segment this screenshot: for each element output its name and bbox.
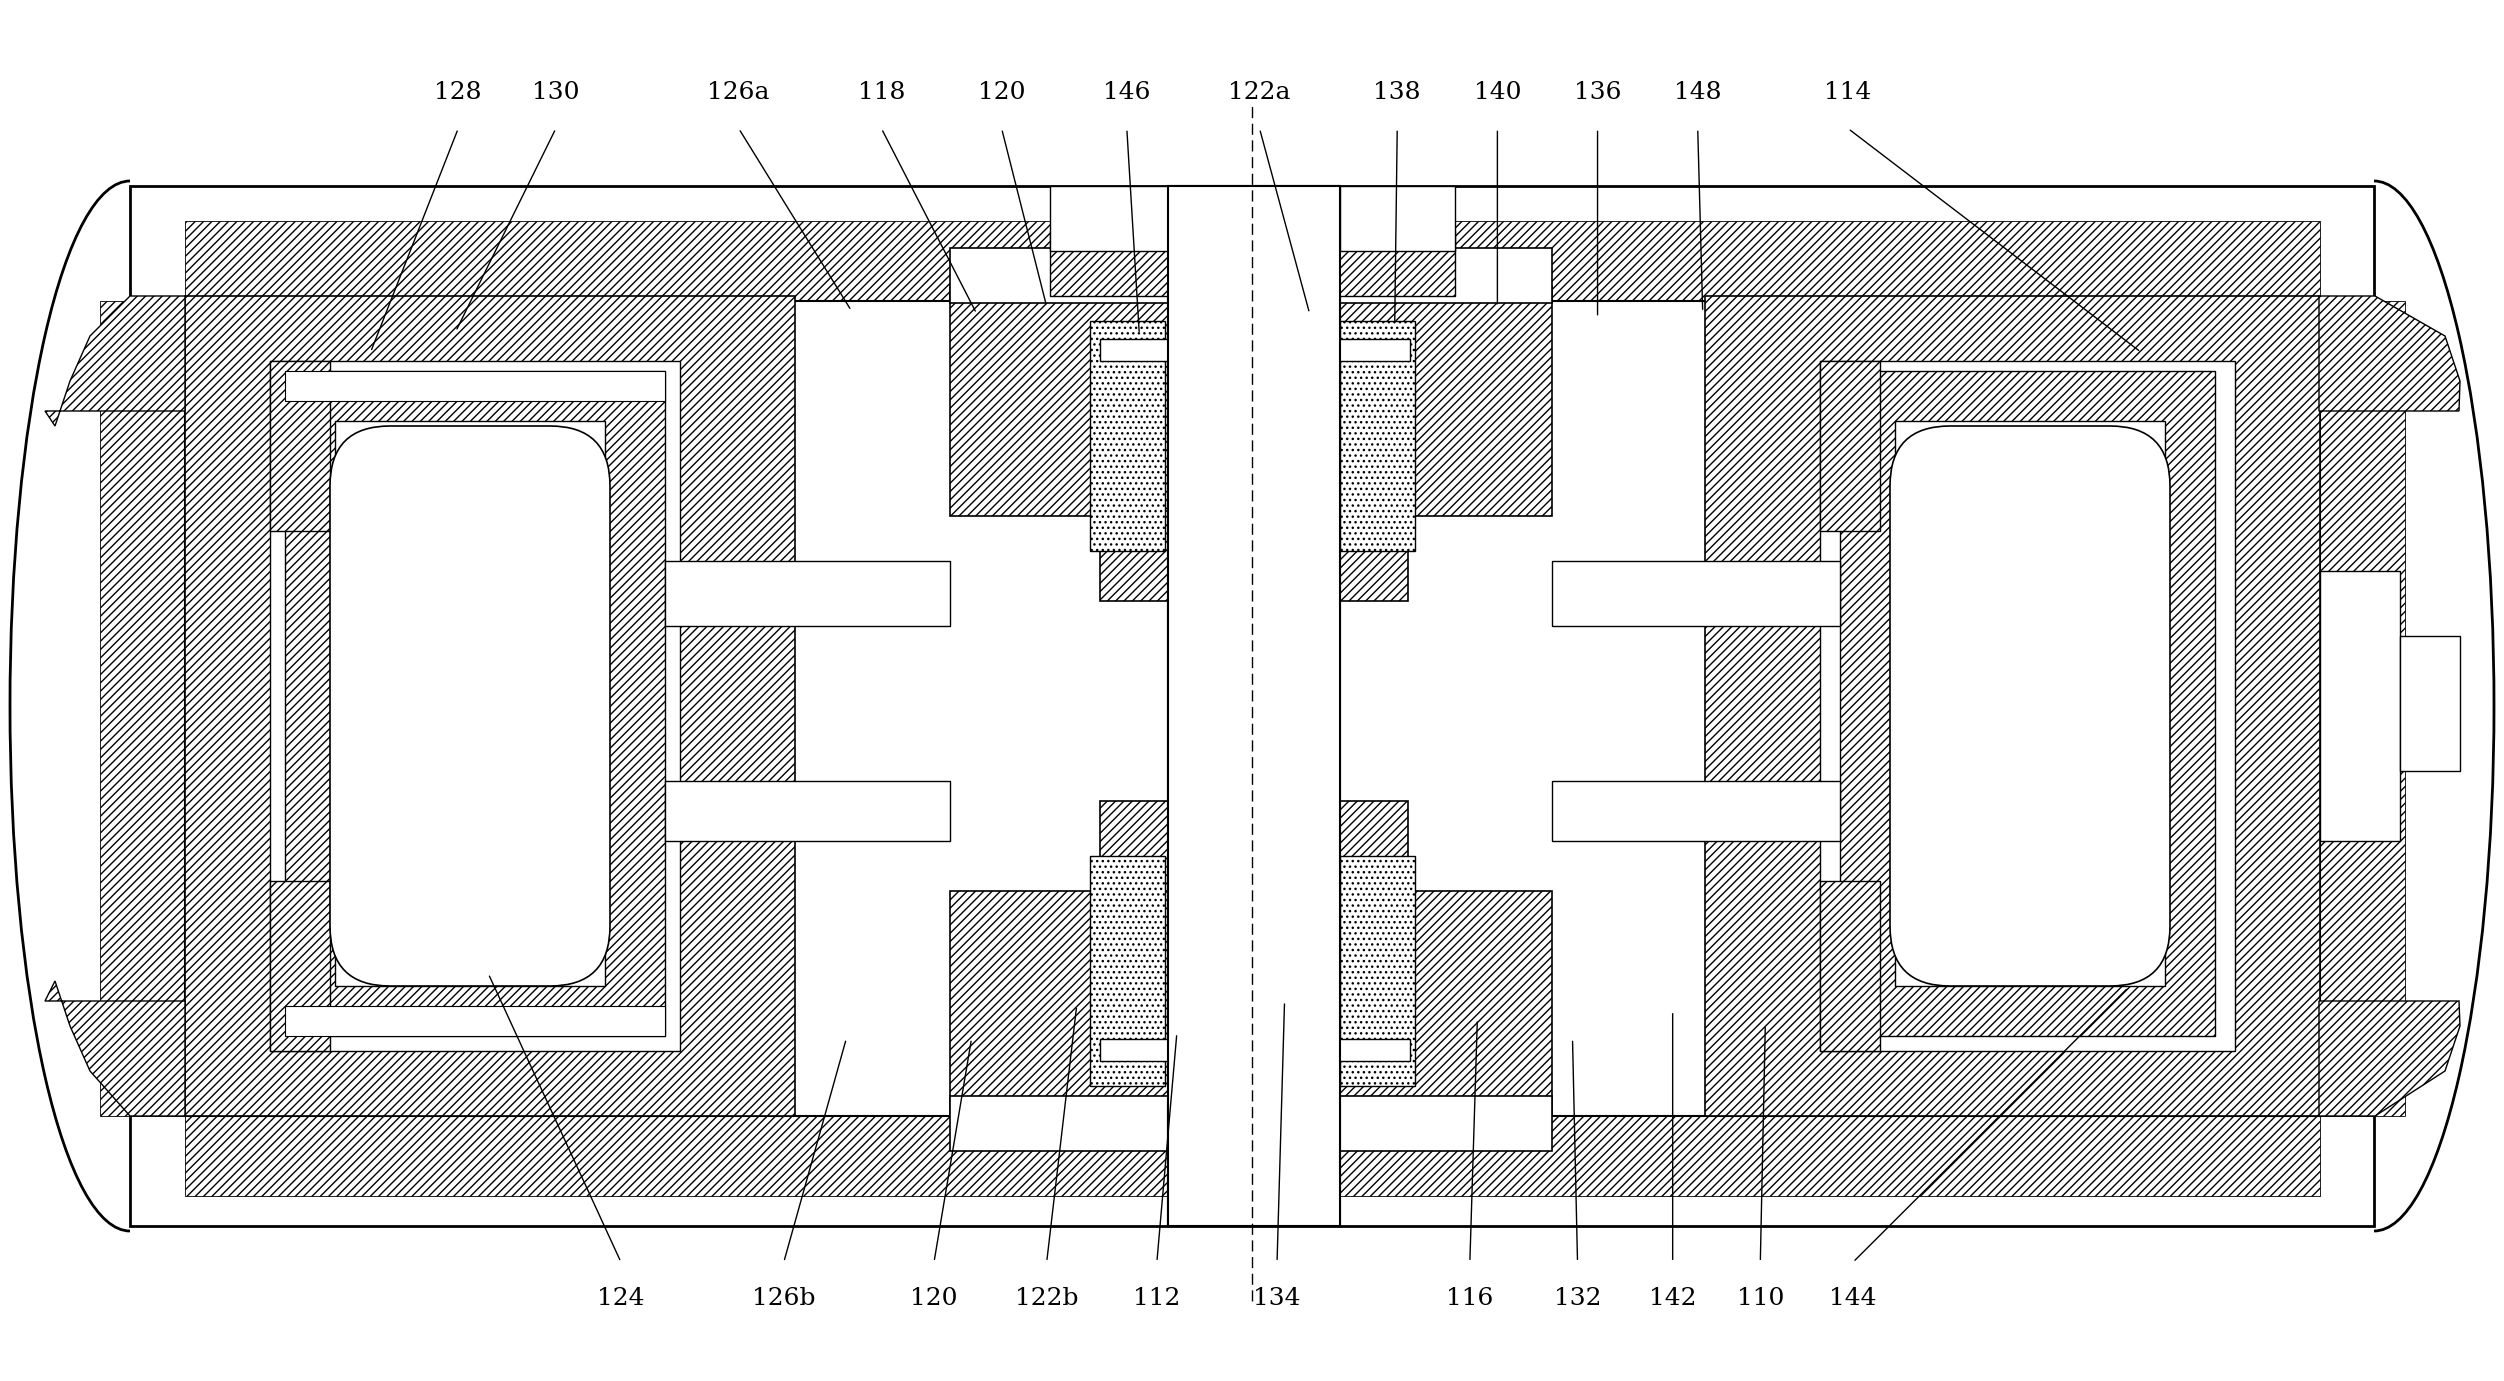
Polygon shape [270,881,331,1051]
Text: 142: 142 [1650,1287,1695,1311]
Bar [1167,186,1340,1226]
Text: 148: 148 [1675,80,1720,104]
Bar [949,1097,1552,1150]
Polygon shape [1820,881,1881,1051]
Polygon shape [270,360,681,1051]
Bar [2399,637,2459,771]
Text: 132: 132 [1555,1287,1600,1311]
Text: 126b: 126b [751,1287,816,1311]
Polygon shape [100,301,185,1116]
Bar [1099,202,1407,236]
Text: 128: 128 [436,80,481,104]
Polygon shape [2321,301,2404,1116]
Polygon shape [185,296,794,1116]
Bar [949,891,1552,1116]
Text: 122a: 122a [1229,80,1290,104]
Bar [1089,856,1164,1085]
Bar [1167,186,1340,1226]
Text: 140: 140 [1475,80,1520,104]
Polygon shape [1820,360,2236,1051]
Polygon shape [45,981,185,1116]
Polygon shape [2319,1001,2459,1116]
Text: 110: 110 [1738,1287,1783,1311]
Polygon shape [285,371,666,400]
Polygon shape [1705,296,2321,1116]
FancyBboxPatch shape [1891,425,2171,986]
Bar [1099,1039,1255,1061]
Bar [1089,320,1164,551]
Bar [1255,338,1410,360]
Polygon shape [1049,186,1167,251]
Bar [949,286,1552,516]
Bar [1340,856,1415,1085]
Polygon shape [1896,421,2166,986]
FancyBboxPatch shape [331,425,611,986]
Polygon shape [666,561,949,626]
Text: 116: 116 [1447,1287,1492,1311]
Bar [1099,338,1255,360]
Polygon shape [1049,231,1455,296]
Text: 112: 112 [1134,1287,1179,1311]
Text: 118: 118 [859,80,904,104]
Bar [949,249,1552,302]
Bar [130,186,2374,1226]
Polygon shape [10,181,130,1230]
Text: 122b: 122b [1014,1287,1079,1311]
Polygon shape [336,421,606,986]
Polygon shape [666,782,949,841]
Text: 120: 120 [979,80,1024,104]
Text: 126a: 126a [709,80,769,104]
Polygon shape [45,296,185,425]
Polygon shape [1840,371,2216,1036]
Bar [1099,801,1407,891]
Polygon shape [285,1005,666,1036]
Polygon shape [1552,782,1840,841]
Polygon shape [270,360,331,532]
Text: 136: 136 [1575,80,1620,104]
Polygon shape [2319,296,2459,412]
Polygon shape [1820,360,1881,532]
Bar [2321,570,2399,841]
Polygon shape [285,371,666,1036]
Text: 124: 124 [598,1287,644,1311]
Text: 130: 130 [533,80,578,104]
Polygon shape [185,221,2321,301]
Bar [1340,320,1415,551]
Bar [1099,511,1407,601]
Text: 134: 134 [1255,1287,1300,1311]
Polygon shape [1552,561,1840,626]
Text: 138: 138 [1375,80,1420,104]
Text: 146: 146 [1104,80,1149,104]
Text: 144: 144 [1830,1287,1875,1311]
Bar [1255,1039,1410,1061]
Polygon shape [1340,186,1455,251]
Polygon shape [185,1116,2321,1196]
Text: 114: 114 [1825,80,1870,104]
Text: 120: 120 [911,1287,957,1311]
